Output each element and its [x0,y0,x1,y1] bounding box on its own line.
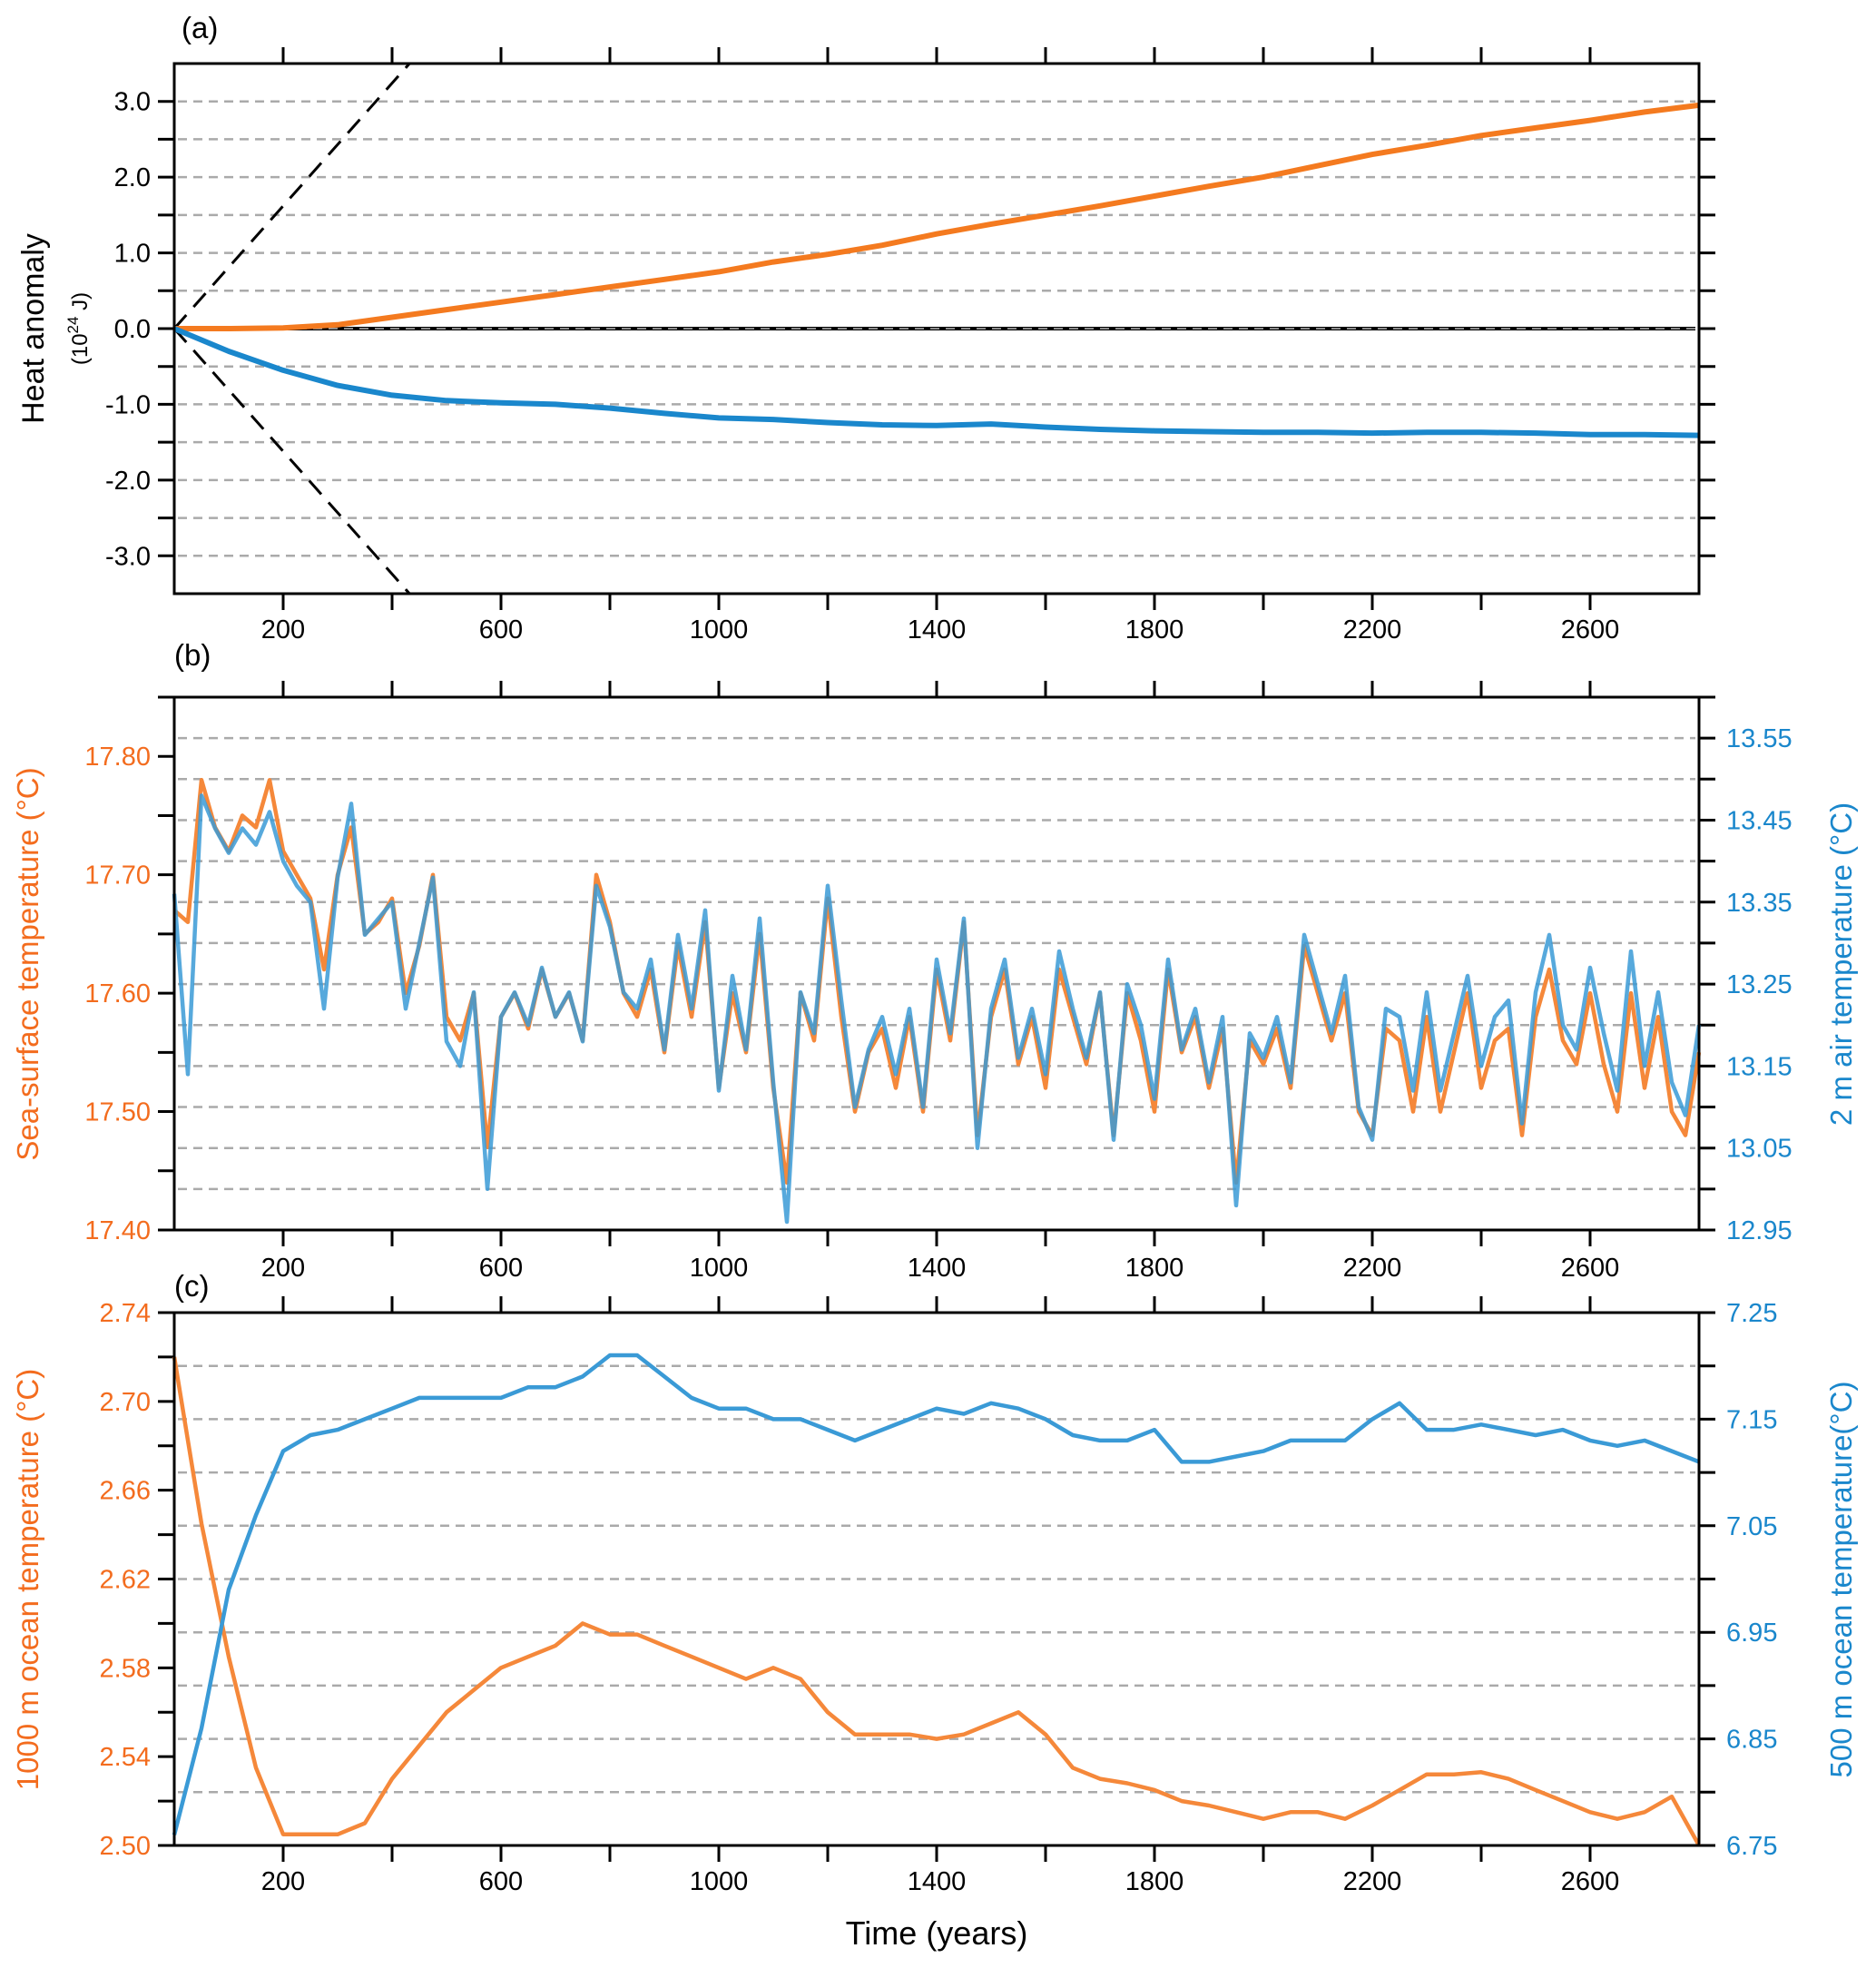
panel-c-orange-series-line [172,1356,1701,1847]
panel-a-y-tick-label: 0.0 [114,315,151,344]
panel-a-y-tick-label: 2.0 [114,163,151,192]
panel-b-right-y-tick-label: 13.25 [1726,970,1793,999]
panel-a-x-tick-label: 200 [261,615,305,645]
panel-b-x-tick-label: 600 [479,1254,523,1283]
panel-b-blue-series-line [172,793,1702,1225]
panel-b-right-y-tick-label: 13.05 [1726,1135,1793,1164]
panel-c-label: (c) [174,1269,209,1303]
panel-b-x-tick-label: 200 [261,1254,305,1283]
panel-c-left-y-tick-label: 2.54 [100,1743,151,1772]
panel-a-y-tick-label: 3.0 [114,88,151,117]
panel-a-x-tick-label: 600 [479,615,523,645]
panel-c-right-y-tick-label: 7.15 [1726,1405,1777,1434]
unit-base: (10 [68,333,93,365]
panel-b-left-axis-title: Sea-surface temperature (°C) [11,767,44,1160]
panel-a-x-tick-label: 2600 [1561,615,1620,645]
panel-b-x-tick-label: 1000 [690,1254,749,1283]
panel-b-x-tick-label: 1400 [908,1254,967,1283]
unit-exponent: 24 [64,317,82,334]
panel-a-upper-dashed-line [172,63,411,330]
panel-b-right-y-tick-label: 13.45 [1726,806,1793,835]
panel-c-x-tick-label: 2600 [1561,1867,1620,1896]
panel-c-left-y-tick-label: 2.66 [100,1477,151,1506]
panel-b-surface-temperature: 17.40 17.50 17.60 17.70 17.80 12.95 13.05 13.15… [84,681,1793,1283]
panel-a-x-tick-label: 1000 [690,615,749,645]
panel-c-right-axis-title: 500 m ocean temperature(°C) [1824,1382,1858,1778]
panel-c-ocean-temperature: 2.50 2.54 2.58 2.62 2.66 2.70 2.74 6.75 6.85 6.95… [100,1296,1777,1896]
panel-c-x-tick-label: 2200 [1343,1867,1402,1896]
panel-c-x-tick-label: 200 [261,1867,305,1896]
panel-b-right-axis-title: 2 m air temperature (°C) [1824,802,1858,1126]
panel-c-left-y-tick-label: 2.58 [100,1654,151,1683]
panel-b-left-y-tick-label: 17.40 [84,1216,151,1245]
panel-c-x-tick-label: 1000 [690,1867,749,1896]
panel-b-right-y-tick-label: 13.55 [1726,724,1793,753]
panel-a-y-tick-label: -3.0 [105,542,151,571]
panel-c-x-tick-label: 600 [479,1867,523,1896]
panel-a-y-axis-unit: (1024 J) [64,292,93,365]
panel-c-left-y-tick-label: 2.70 [100,1388,151,1417]
panel-a-y-axis-title: Heat anomaly [16,233,51,424]
panel-b-right-y-tick-label: 12.95 [1726,1216,1793,1245]
panel-c-right-y-tick-label: 6.75 [1726,1832,1777,1861]
panel-b-left-y-tick-label: 17.60 [84,979,151,1009]
panel-b-right-y-tick-label: 13.15 [1726,1052,1793,1081]
panel-c-x-tick-label: 1400 [908,1867,967,1896]
panel-b-left-y-tick-label: 17.50 [84,1098,151,1127]
panel-a-lower-dashed-line [172,328,411,595]
panel-a-x-tick-label: 2200 [1343,615,1402,645]
panel-c-right-y-tick-label: 6.95 [1726,1619,1777,1648]
panel-c-left-y-tick-label: 2.62 [100,1566,151,1595]
panel-a-orange-series-line [174,102,1700,331]
panel-b-left-y-tick-label: 17.70 [84,861,151,891]
panel-a-heat-anomaly: -3.0 -2.0 -1.0 0.0 1.0 2.0 3.0 200 600 1000 1400 18… [105,47,1715,645]
panel-c-right-y-tick-label: 7.25 [1726,1299,1777,1328]
panel-a-y-tick-label: 1.0 [114,240,151,269]
panel-b-x-tick-label: 2600 [1561,1254,1620,1283]
panel-b-right-y-tick-label: 13.35 [1726,889,1793,918]
panel-b-label: (b) [174,638,211,672]
panel-b-x-tick-label: 2200 [1343,1254,1402,1283]
panel-c-blue-series-line [172,1353,1700,1835]
panel-c-left-axis-title: 1000 m ocean temperature (°C) [11,1369,44,1790]
panel-c-x-tick-label: 1800 [1125,1867,1184,1896]
panel-a-label: (a) [182,11,218,44]
panel-a-y-tick-label: -2.0 [105,467,151,496]
panel-b-x-tick-label: 1800 [1125,1254,1184,1283]
panel-c-right-y-tick-label: 7.05 [1726,1512,1777,1541]
x-axis-title: Time (years) [846,1914,1028,1952]
panel-a-blue-series-line [172,326,1700,438]
panel-b-left-y-tick-label: 17.80 [84,743,151,772]
unit-end: J) [68,292,93,317]
panel-a-x-tick-label: 1800 [1125,615,1184,645]
panel-a-x-tick-label: 1400 [908,615,967,645]
panel-c-left-y-tick-label: 2.50 [100,1832,151,1861]
panel-c-left-y-tick-label: 2.74 [100,1299,151,1328]
panel-a-y-tick-label: -1.0 [105,390,151,419]
panel-c-right-y-tick-label: 6.85 [1726,1726,1777,1755]
